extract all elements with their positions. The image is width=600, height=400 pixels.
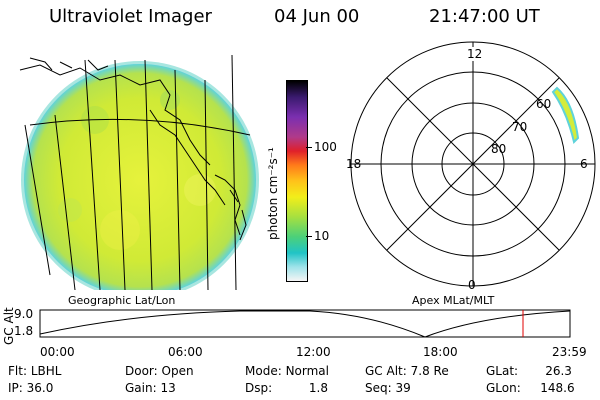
status-door: Door: Open [125, 364, 194, 378]
time-tick-0600: 06:00 [168, 345, 203, 359]
auroral-patch [551, 86, 580, 144]
polar-diag-2 [386, 77, 560, 251]
colorbar-tick-10 [306, 236, 312, 237]
status-seq: Seq: 39 [365, 381, 411, 395]
gc-alt-frame [39, 309, 571, 338]
time-tick-1200: 12:00 [296, 345, 331, 359]
gc-alt-ytick-max: 9.0 [14, 307, 34, 321]
colorbar-label-10: 10 [314, 229, 330, 243]
gc-alt-ytick-min: 1.8 [14, 324, 34, 338]
time-tick-2359: 23:59 [552, 345, 587, 359]
polar-mlt-plot [350, 41, 596, 287]
lat-lon-grid [24, 54, 251, 290]
right-panel-caption: Apex MLat/MLT [412, 294, 495, 307]
status-gain: Gain: 13 [125, 381, 176, 395]
uv-disk [24, 64, 256, 290]
status-dsp: Dsp: 1.8 [245, 381, 328, 395]
gc-alt-curve [39, 310, 571, 338]
status-ip: IP: 36.0 [8, 381, 54, 395]
status-gc-alt: GC Alt: 7.8 Re [365, 364, 449, 378]
status-mode: Mode: Normal [245, 364, 329, 378]
colorbar-units: photon cm⁻²s⁻¹ [266, 147, 280, 240]
mlat-label-80: 80 [491, 142, 507, 156]
geographic-map-panel [19, 54, 259, 290]
mlat-label-70: 70 [512, 120, 528, 134]
color-scale-bar [286, 80, 308, 282]
mlat-label-60: 60 [536, 97, 552, 111]
status-filter: Flt: LBHL [8, 364, 62, 378]
mlt-label-12: 12 [466, 47, 484, 61]
time-tick-1800: 18:00 [423, 345, 458, 359]
image-date: 04 Jun 00 [274, 6, 360, 27]
coastlines [19, 57, 247, 241]
status-glat: GLat: 26.3 [486, 364, 572, 378]
mlt-label-18: 18 [346, 157, 362, 171]
colorbar-tick-100 [306, 147, 312, 148]
image-time: 21:47:00 UT [429, 6, 540, 27]
mlt-label-0: 0 [468, 278, 476, 292]
gc-alt-strip [39, 309, 571, 338]
colorbar-label-100: 100 [314, 140, 337, 154]
left-panel-caption: Geographic Lat/Lon [68, 294, 176, 307]
status-glon: GLon: 148.6 [486, 381, 575, 395]
instrument-title: Ultraviolet Imager [49, 6, 212, 27]
time-tick-0000: 00:00 [40, 345, 75, 359]
mlt-label-6: 6 [580, 157, 588, 171]
